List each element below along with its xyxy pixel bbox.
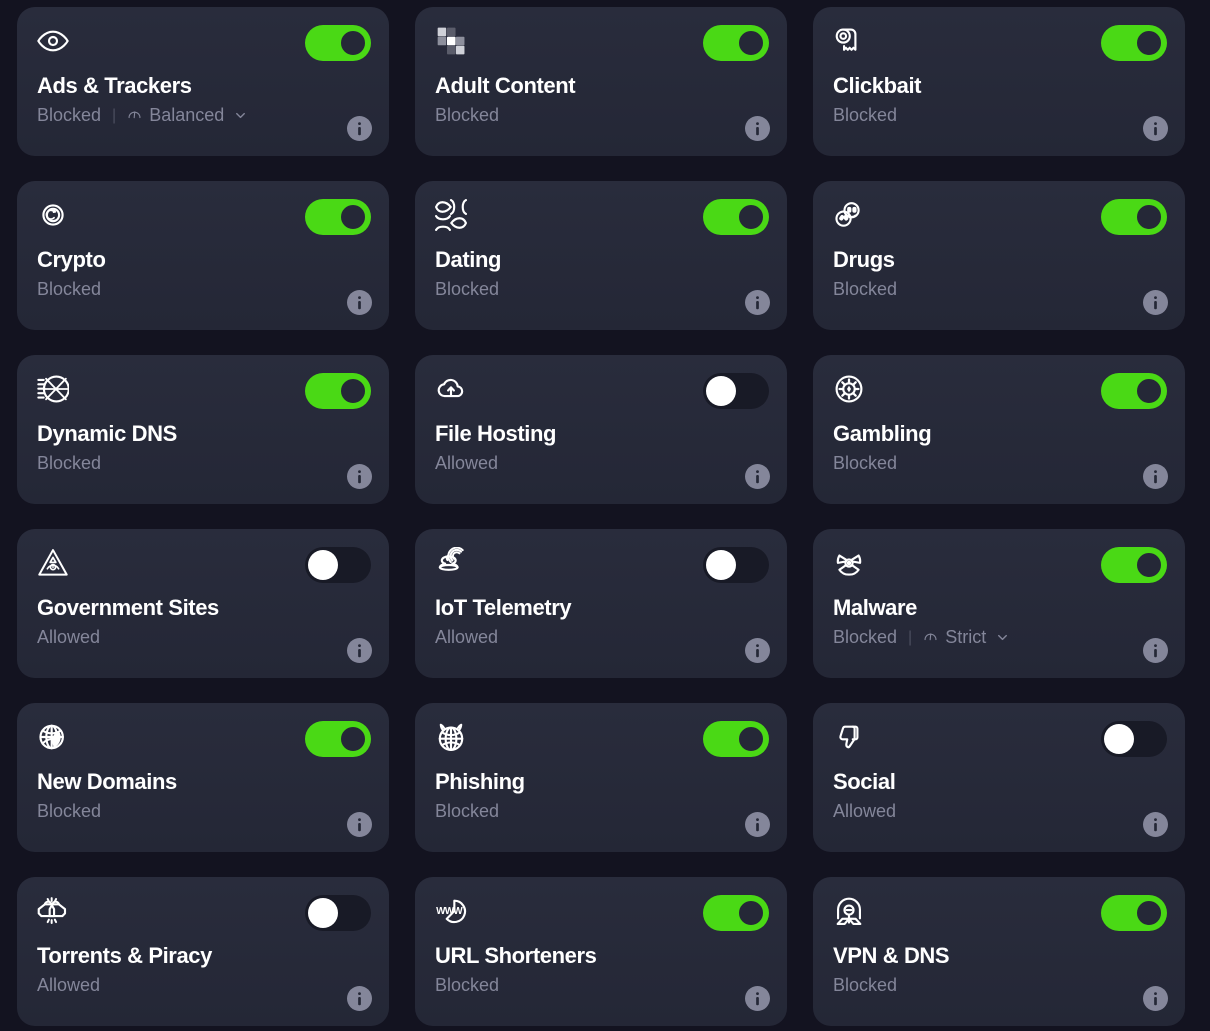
svg-text:WWW: WWW xyxy=(436,906,463,917)
